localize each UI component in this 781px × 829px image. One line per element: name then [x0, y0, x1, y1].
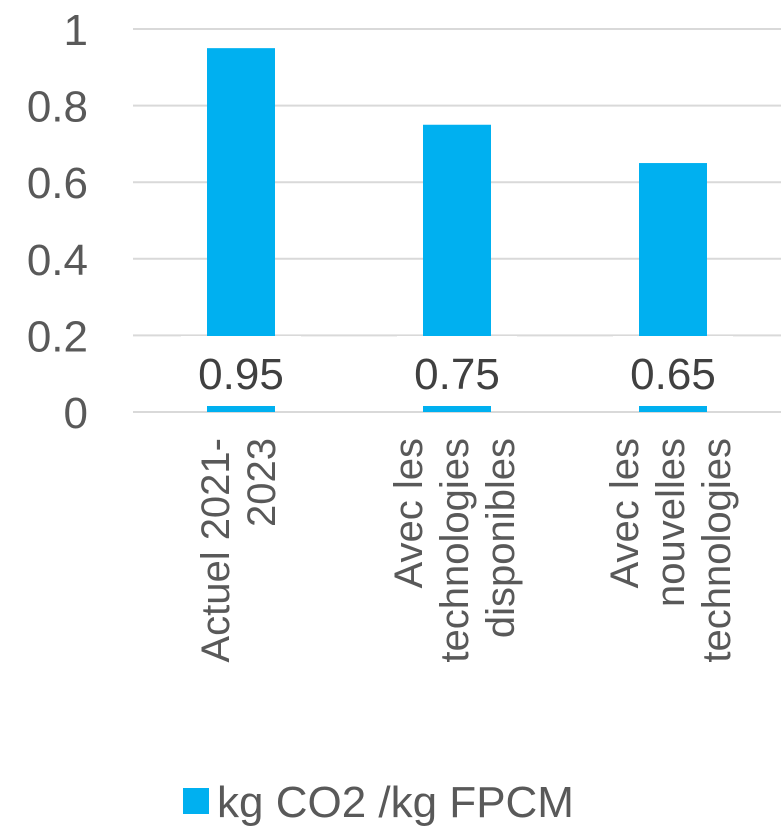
legend-label: kg CO2 /kg FPCM — [217, 778, 574, 827]
data-label: 0.65 — [630, 350, 716, 399]
x-category-label: Avec les — [603, 438, 647, 588]
legend-swatch — [183, 788, 209, 814]
x-category-label: nouvelles — [649, 438, 693, 607]
x-axis-categories: Actuel 2021- 2023 Avec les technologies disp… — [194, 438, 739, 663]
y-axis-ticks: 0 0.2 0.4 0.6 0.8 1 — [27, 6, 88, 438]
x-category-label: technologies — [433, 438, 477, 663]
y-tick-label: 0.2 — [27, 312, 88, 361]
data-label-background — [397, 336, 517, 406]
y-tick-label: 0.8 — [27, 83, 88, 132]
x-category-label: disponibles — [479, 438, 523, 638]
y-tick-label: 0.4 — [27, 236, 88, 285]
x-category-label: Actuel 2021- — [194, 438, 238, 663]
y-tick-label: 0.6 — [27, 159, 88, 208]
data-label: 0.75 — [414, 350, 500, 399]
data-label-background — [181, 336, 301, 406]
y-tick-label: 1 — [64, 6, 88, 55]
data-label: 0.95 — [198, 350, 284, 399]
data-labels: 0.95 0.75 0.65 — [181, 336, 733, 406]
x-category-label: technologies — [695, 438, 739, 663]
legend: kg CO2 /kg FPCM — [183, 778, 574, 827]
data-label-background — [613, 336, 733, 406]
x-category-label: Avec les — [387, 438, 431, 588]
y-tick-label: 0 — [64, 389, 88, 438]
x-category-label: 2023 — [240, 438, 284, 527]
